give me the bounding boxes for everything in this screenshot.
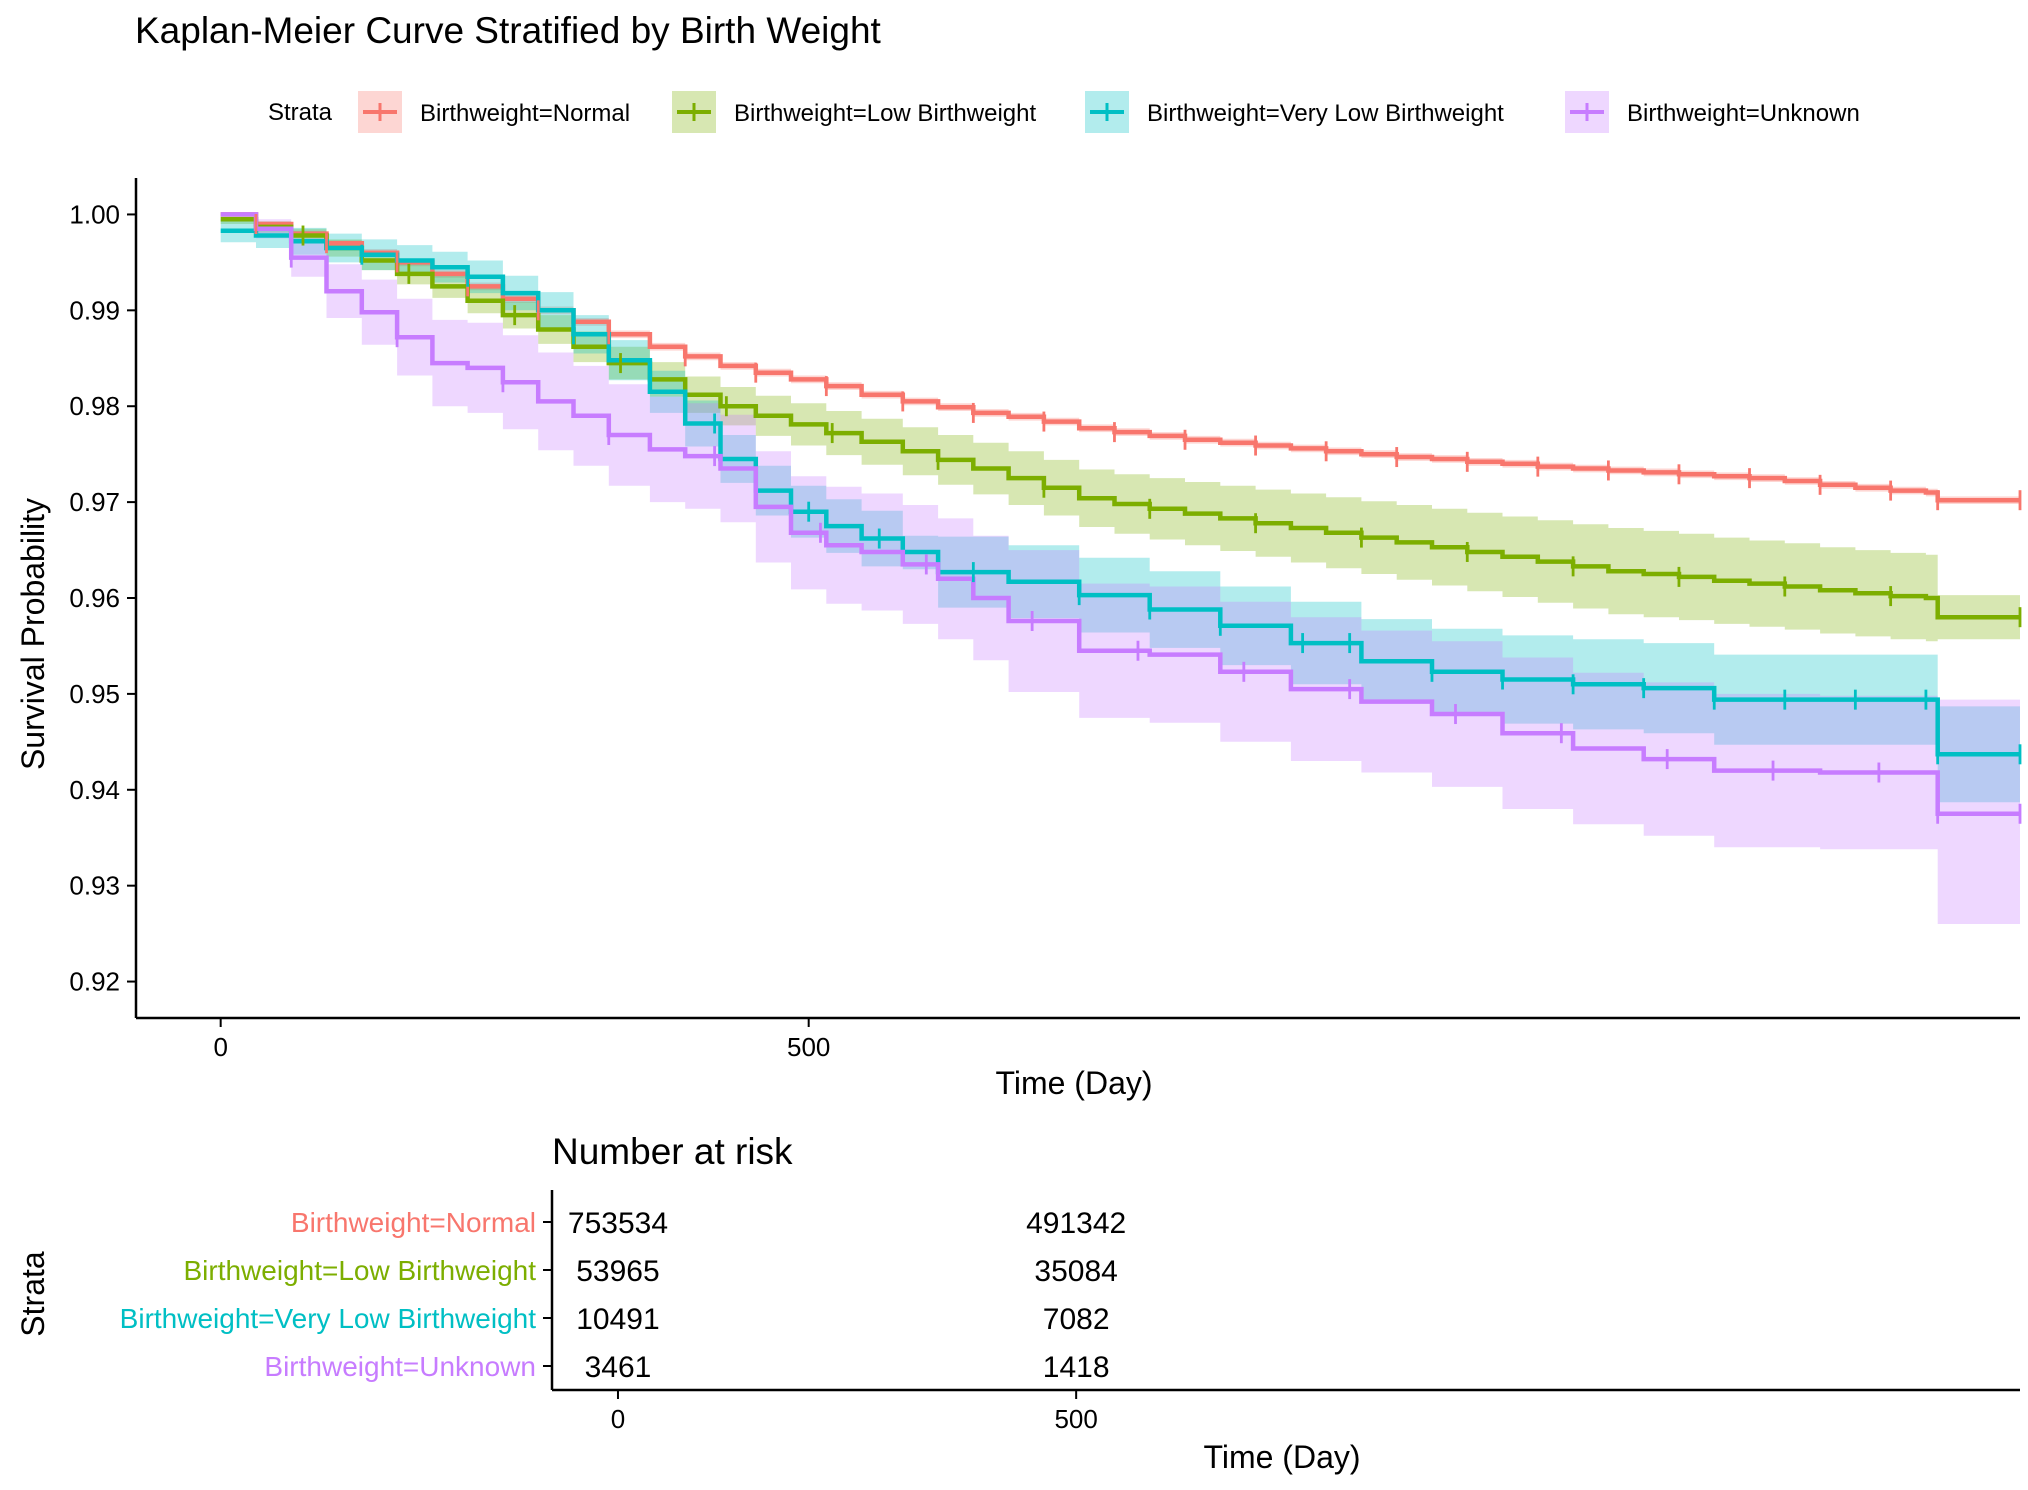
risk-value-birthweight-low-birthweight-0: 53965 <box>576 1255 659 1288</box>
survival-curve-birthweight-unknown <box>220 212 2020 817</box>
y-tick-label: 0.92 <box>69 967 120 997</box>
risk-value-birthweight-normal-0: 753534 <box>568 1207 668 1240</box>
censor-marks <box>254 214 2022 824</box>
y-tick-label: 0.99 <box>69 295 120 325</box>
x-tick-label: 500 <box>787 1032 830 1062</box>
risk-row-label-birthweight-unknown: Birthweight=Unknown <box>264 1351 536 1382</box>
risk-row-label-birthweight-very-low-birthweight: Birthweight=Very Low Birthweight <box>120 1303 537 1334</box>
legend-label-birthweight-low-birthweight: Birthweight=Low Birthweight <box>734 100 1036 127</box>
risk-value-birthweight-very-low-birthweight-0: 10491 <box>576 1303 659 1336</box>
legend-title: Strata <box>268 99 333 126</box>
risk-x-tick-label: 500 <box>1054 1404 1097 1434</box>
risk-table: Birthweight=Normal 753534 491342 Birthweigh… <box>120 1190 2020 1434</box>
legend: Strata Birthweight=Normal Birthweight=Low… <box>268 91 1860 133</box>
y-tick-label: 0.95 <box>69 679 120 709</box>
y-tick-label: 0.98 <box>69 391 120 421</box>
ci-band-birthweight-very-low-birthweight <box>220 219 2021 803</box>
ci-band-birthweight-unknown <box>220 214 2021 924</box>
survival-curve-birthweight-low-birthweight <box>220 216 2020 620</box>
risk-value-birthweight-low-birthweight-1: 35084 <box>1034 1255 1117 1288</box>
risk-x-tick-label: 0 <box>611 1404 625 1434</box>
chart-title: Kaplan-Meier Curve Stratified by Birth W… <box>135 10 882 51</box>
x-axis-label: Time (Day) <box>995 1065 1152 1101</box>
ci-band-birthweight-low-birthweight <box>220 214 2021 642</box>
risk-row-label-birthweight-normal: Birthweight=Normal <box>291 1207 536 1238</box>
risk-value-birthweight-unknown-1: 1418 <box>1043 1351 1110 1384</box>
legend-label-birthweight-normal: Birthweight=Normal <box>420 100 630 127</box>
main-axes: 0.92 0.93 0.94 0.95 0.96 0.97 0.98 0.99 1.00 0 500 <box>69 178 2020 1062</box>
risk-value-birthweight-normal-1: 491342 <box>1026 1207 1126 1240</box>
x-tick-label: 0 <box>213 1032 227 1062</box>
legend-label-birthweight-unknown: Birthweight=Unknown <box>1627 100 1860 127</box>
risk-row-label-birthweight-low-birthweight: Birthweight=Low Birthweight <box>183 1255 536 1286</box>
y-axis-label: Survival Probability <box>15 498 51 770</box>
confidence-bands <box>220 214 2021 924</box>
y-tick-label: 1.00 <box>69 199 120 229</box>
risk-value-birthweight-very-low-birthweight-1: 7082 <box>1043 1303 1110 1336</box>
y-tick-label: 0.93 <box>69 871 120 901</box>
risk-value-birthweight-unknown-0: 3461 <box>585 1351 652 1384</box>
y-tick-label: 0.96 <box>69 583 120 613</box>
risk-table-x-label: Time (Day) <box>1203 1439 1360 1475</box>
legend-label-birthweight-very-low-birthweight: Birthweight=Very Low Birthweight <box>1147 100 1504 127</box>
risk-table-y-label: Strata <box>15 1251 51 1337</box>
y-tick-label: 0.94 <box>69 775 120 805</box>
y-tick-label: 0.97 <box>69 487 120 517</box>
risk-table-title: Number at risk <box>552 1131 793 1172</box>
